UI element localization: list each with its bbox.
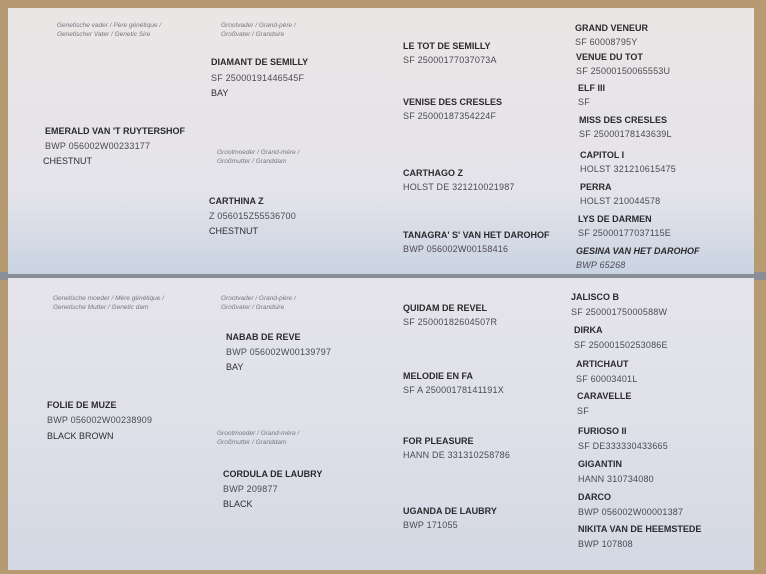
grandsire-name: DIAMANT DE SEMILLY [211,57,309,67]
granddam-name: CORDULA DE LAUBRY [223,469,323,479]
ancestor-reg: HANN DE 331310258786 [403,450,511,460]
granddam-reg: BWP 209877 [223,484,278,494]
ancestor-name: LE TOT DE SEMILLY [403,41,491,51]
sheet-gap-shadow [0,272,766,280]
ancestor-reg: SF 60008795Y [575,37,638,47]
granddam-label: Grootmoeder / Grand-mère / [217,149,300,156]
granddam-color: CHESTNUT [209,226,258,236]
ancestor-name: MISS DES CRESLES [579,115,668,125]
sire-label-2: Genetischer Vater / Genetic Sire [57,31,151,38]
grandsire-color: BAY [226,362,244,372]
dam-label: Genetische moeder / Mère génétique / [53,295,164,302]
granddam-label-2: Großmutter / Granddam [217,439,287,446]
grandsire-reg: SF 25000191446545F [211,73,305,83]
ancestor-reg: SF 25000182604507R [403,317,498,327]
ancestor-reg: SF A 25000178141191X [403,385,504,395]
ancestor-name: CARTHAGO Z [403,168,463,178]
ancestor-name: ELF III [578,83,605,93]
ancestor-name: GESINA VAN HET DAROHOF [576,246,700,256]
ancestor-reg: SF 25000150065553U [576,66,671,76]
ancestor-name: GIGANTIN [578,459,622,469]
dam-label-2: Genetische Mutter / Genetic dam [53,304,149,311]
ancestor-name: UGANDA DE LAUBRY [403,506,497,516]
granddam-name: CARTHINA Z [209,196,264,206]
ancestor-name: JALISCO B [571,292,620,302]
granddam-reg: Z 056015Z55536700 [209,211,296,221]
ancestor-reg: BWP 65268 [576,260,626,270]
ancestor-name: CAPITOL I [580,150,625,160]
ancestor-reg: SF [577,406,589,416]
granddam-label-2: Großmutter / Granddam [217,158,287,165]
ancestor-reg: SF 25000150253086E [574,340,668,350]
ancestor-reg: HOLST 210044578 [580,196,661,206]
ancestor-name: PERRA [580,182,612,192]
grandsire-name: NABAB DE REVE [226,332,301,342]
ancestor-name: LYS DE DARMEN [578,214,652,224]
grandsire-label: Grootvader / Grand-père / [221,295,296,302]
ancestor-reg: HOLST 321210615475 [580,164,677,174]
ancestor-name: MELODIE EN FA [403,371,474,381]
ancestor-reg: SF 25000177037115E [578,228,672,238]
ancestor-reg: SF [578,97,590,107]
grandsire-reg: BWP 056002W00139797 [226,347,332,357]
ancestor-reg: SF 60003401L [576,374,638,384]
ancestor-name: FURIOSO II [578,426,627,436]
ancestor-name: NIKITA VAN DE HEEMSTEDE [578,524,702,534]
granddam-color: BLACK [223,499,253,509]
pedigree-sheet-dam [8,278,754,570]
ancestor-reg: HANN 310734080 [578,474,654,484]
ancestor-name: TANAGRA' S' VAN HET DAROHOF [403,230,550,240]
ancestor-reg: BWP 107808 [578,539,633,549]
ancestor-reg: BWP 171055 [403,520,458,530]
ancestor-reg: BWP 056002W00001387 [578,507,684,517]
dam-reg: BWP 056002W00238909 [47,415,153,425]
ancestor-reg: SF 25000177037073A [403,55,497,65]
pedigree-sheet-sire [8,8,754,274]
dam-color: BLACK BROWN [47,431,114,441]
ancestor-name: DIRKA [574,325,603,335]
ancestor-name: QUIDAM DE REVEL [403,303,488,313]
ancestor-reg: SF 25000187354224F [403,111,497,121]
ancestor-name: ARTICHAUT [576,359,629,369]
ancestor-name: VENUE DU TOT [576,52,643,62]
sire-color: CHESTNUT [43,156,92,166]
ancestor-name: FOR PLEASURE [403,436,474,446]
ancestor-name: VENISE DES CRESLES [403,97,503,107]
ancestor-name: GRAND VENEUR [575,23,649,33]
ancestor-reg: BWP 056002W00158416 [403,244,509,254]
grandsire-label: Grootvader / Grand-père / [221,22,296,29]
grandsire-label-2: Großvater / Grandsire [221,31,285,38]
grandsire-label-2: Großvater / Grandsire [221,304,285,311]
dam-name: FOLIE DE MUZE [47,400,117,410]
ancestor-name: DARCO [578,492,611,502]
granddam-label: Grootmoeder / Grand-mère / [217,430,300,437]
sire-reg: BWP 056002W00233177 [45,141,151,151]
grandsire-color: BAY [211,88,229,98]
ancestor-reg: SF DE333330433665 [578,441,668,451]
sire-label: Genetische vader / Père génétique / [57,22,162,29]
ancestor-reg: HOLST DE 321210021987 [403,182,515,192]
ancestor-reg: SF 25000178143639L [579,129,672,139]
sire-name: EMERALD VAN 'T RUYTERSHOF [45,126,185,136]
ancestor-reg: SF 25000175000588W [571,307,668,317]
ancestor-name: CARAVELLE [577,391,632,401]
